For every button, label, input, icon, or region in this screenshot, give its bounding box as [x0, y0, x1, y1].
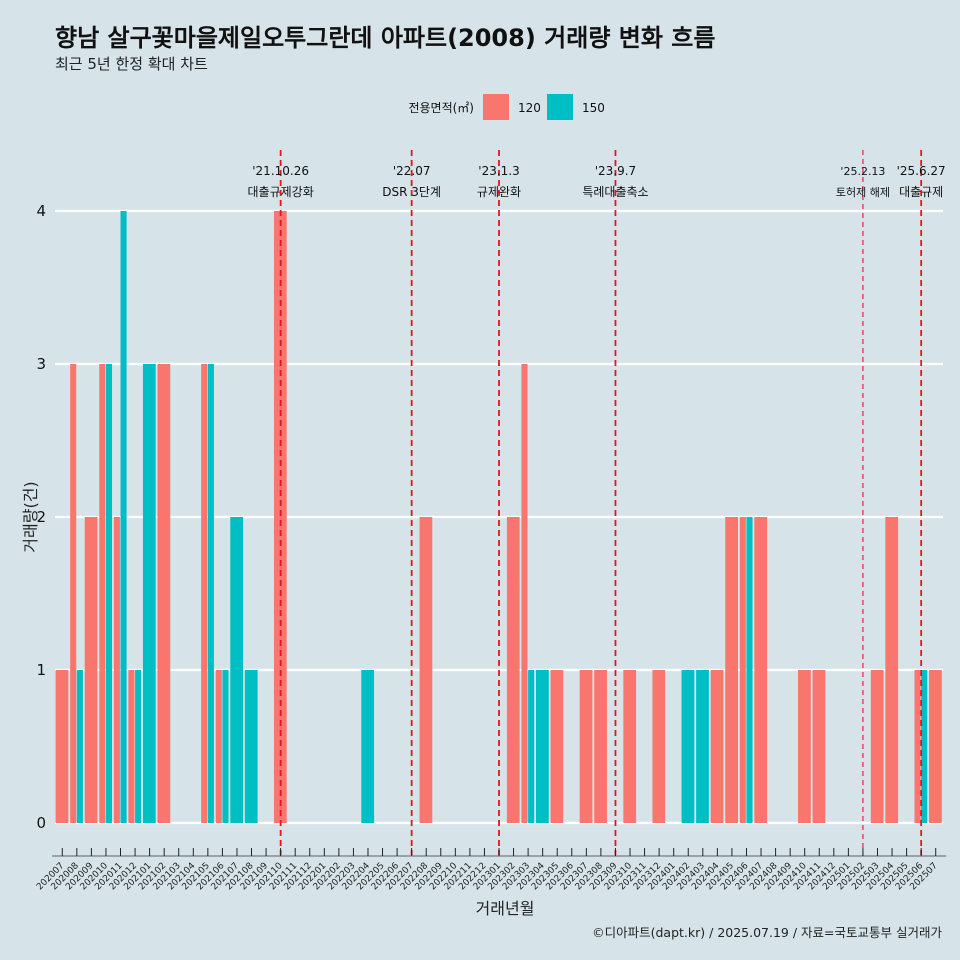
- chart-title: 향남 살구꽃마을제일오투그란데 아파트(2008) 거래량 변화 흐름: [55, 24, 716, 52]
- bar-202303-150: [528, 670, 535, 823]
- bar-202305-120: [550, 670, 564, 823]
- bar-202308-120: [594, 670, 607, 823]
- bar-202010-120: [99, 364, 106, 823]
- event-date-5: '25.6.27: [897, 164, 946, 178]
- legend-label-120: 120: [518, 101, 541, 115]
- event-date-1: '22.07: [393, 164, 431, 178]
- bar-202312-120: [652, 670, 666, 823]
- chart-subtitle: 최근 5년 한정 확대 차트: [55, 55, 208, 73]
- event-date-3: '23.9.7: [595, 164, 636, 178]
- bar-202108-150: [244, 670, 258, 823]
- bar-202012-150: [135, 670, 142, 823]
- bar-202008-150: [76, 670, 83, 823]
- bar-202208-120: [419, 517, 433, 823]
- legend: 전용면적(㎡) 120 150: [408, 94, 605, 120]
- bar-202105-150: [207, 364, 214, 823]
- event-label-1: DSR 3단계: [382, 185, 441, 199]
- bar-202107-150: [230, 517, 244, 823]
- y-tick-label-3: 3: [36, 355, 46, 373]
- source-caption: ©디아파트(dapt.kr) / 2025.07.19 / 자료=국토교통부 실…: [592, 925, 942, 940]
- y-tick-label-4: 4: [36, 202, 46, 220]
- bar-202404-120: [710, 670, 724, 823]
- bar-202010-150: [105, 364, 113, 823]
- bar-202011-120: [113, 517, 120, 823]
- bar-202307-120: [579, 670, 593, 823]
- bar-202105-120: [201, 364, 208, 823]
- bars: [55, 211, 942, 823]
- bar-202106-150: [222, 670, 229, 823]
- y-tick-label-2: 2: [36, 508, 46, 526]
- y-axis-title: 거래량(건): [21, 481, 40, 552]
- event-label-3: 특례대출축소: [582, 185, 648, 199]
- bar-202506-150: [921, 670, 928, 823]
- bar-202406-120: [739, 517, 746, 823]
- bar-202503-120: [870, 670, 884, 823]
- bar-202204-150: [361, 670, 375, 823]
- event-lines: '21.10.26 대출규제강화 '22.07 DSR 3단계 '23.1.3 규제완화 '…: [248, 150, 946, 855]
- bar-202009-120: [84, 517, 98, 823]
- bar-202405-120: [725, 517, 738, 823]
- event-date-4: '25.2.13: [840, 165, 885, 178]
- legend-label-150: 150: [582, 101, 605, 115]
- event-label-4: 토허제 해제: [836, 185, 890, 199]
- bar-202403-150: [696, 670, 709, 823]
- bar-202402-150: [681, 670, 695, 823]
- x-axis-title: 거래년월: [476, 899, 535, 918]
- bar-202102-120: [157, 364, 171, 823]
- bar-202012-120: [128, 670, 135, 823]
- legend-title: 전용면적(㎡): [408, 101, 474, 115]
- event-label-5: 대출규제: [899, 185, 943, 199]
- event-date-2: '23.1.3: [478, 164, 519, 178]
- bar-202506-120: [914, 670, 921, 823]
- bar-202101-150: [142, 364, 156, 823]
- legend-swatch-150: [547, 94, 573, 120]
- y-tick-label-1: 1: [36, 661, 46, 679]
- bar-202304-150: [535, 670, 549, 823]
- event-label-0: 대출규제강화: [248, 185, 314, 199]
- event-date-0: '21.10.26: [252, 164, 309, 178]
- y-axis: 0 1 2 3 4: [36, 202, 46, 832]
- bar-202106-120: [215, 670, 222, 823]
- y-tick-label-0: 0: [36, 814, 46, 832]
- event-label-2: 규제완화: [477, 185, 521, 199]
- bar-202303-120: [521, 364, 528, 823]
- bar-202110-120: [273, 211, 287, 823]
- bar-202507-120: [929, 670, 942, 823]
- bar-202411-120: [812, 670, 826, 823]
- x-axis: 2020072020082020092020102020112020122021…: [35, 848, 946, 892]
- bar-202302-120: [506, 517, 520, 823]
- bar-202011-150: [120, 211, 127, 823]
- legend-swatch-120: [483, 94, 509, 120]
- bar-202407-120: [754, 517, 768, 823]
- bar-202406-150: [746, 517, 753, 823]
- bar-202008-120: [70, 364, 77, 823]
- bar-202007-120: [55, 670, 69, 823]
- bar-202504-120: [885, 517, 899, 823]
- bar-202310-120: [623, 670, 637, 823]
- bar-202410-120: [798, 670, 811, 823]
